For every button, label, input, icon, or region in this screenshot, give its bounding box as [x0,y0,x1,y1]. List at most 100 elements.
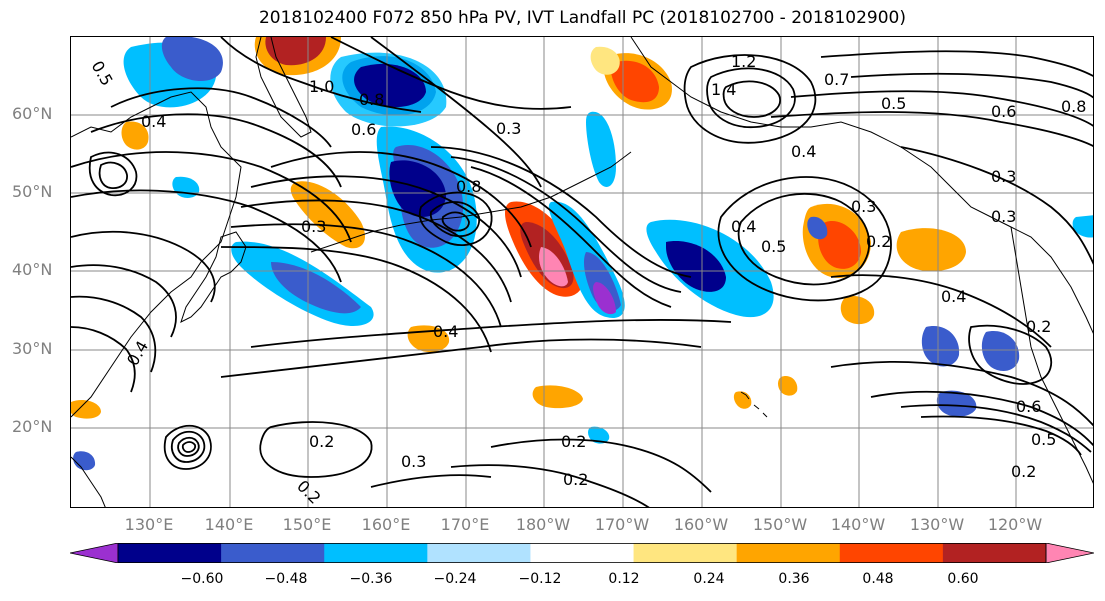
contour-label: 0.5 [1031,430,1056,449]
contour-alaska-high-2 [706,67,796,128]
contour-label: 0.3 [301,217,326,236]
contour-label: 0.3 [496,119,521,138]
lat-label-50n: 50°N [12,182,53,201]
contour-nw-loop-2 [98,161,128,189]
contour-trough-3 [430,146,692,278]
colorbar [70,543,1094,563]
contour-jet-2 [250,175,522,278]
contour-west-3 [71,295,157,373]
blue-region-east-small-1 [807,216,828,240]
colorbar-segment [118,543,222,563]
contour-label: 0.5 [761,237,786,256]
pv-contours [71,37,1093,507]
contour-low-south-3 [490,438,712,493]
contour-sub-east-3 [900,404,1092,453]
contour-west-2 [71,264,177,338]
contour-cyclone-3 [177,436,200,457]
lat-label-40n: 40°N [12,260,53,279]
colorbar-tick-label: −0.48 [264,571,308,587]
contour-north-3 [370,37,542,188]
contour-label: 0.4 [941,287,966,306]
contour-label: 0.4 [433,322,458,341]
contour-low-south-1 [259,421,373,478]
orange-region-nw-corner [590,46,620,75]
contour-label: 0.5 [881,94,906,113]
colorbar-tick-label: −0.24 [433,571,477,587]
lon-label-130e: 130°E [124,515,174,534]
contour-north-2 [330,37,572,110]
colorbar-tick-label: 0.24 [693,571,725,587]
contour-label: 0.2 [1026,317,1051,336]
blue-region-east-lower [921,326,960,367]
contour-trough-1 [470,166,672,308]
contour-jet-5 [220,246,492,353]
contour-label: 0.2 [309,432,334,451]
colorbar-tick-label: 0.60 [947,571,979,587]
blue-region-south [588,426,610,444]
contour-label: 0.6 [1016,397,1041,416]
contour-low-south-4 [450,464,650,507]
lon-label-130w: 130°W [909,515,965,534]
colorbar-tick-label: 0.12 [608,571,640,587]
contour-label: 0.3 [991,167,1016,186]
contour-label: 1.0 [309,77,334,96]
contour-label: 0.2 [866,232,891,251]
lon-label-120w: 120°W [987,515,1043,534]
contour-far-east-low [968,324,1053,385]
contour-west-4 [71,326,136,393]
contour-subtropic-2 [220,338,702,378]
orange-region-east-south [778,376,798,396]
orange-region-east-low [733,391,752,409]
blue-region-far-east-edge [1072,215,1093,238]
contour-sub-east-4 [920,415,1082,456]
contour-gulf-1 [717,176,892,302]
contour-high-nw-4 [71,189,342,283]
colorbar-tick-label: −0.60 [180,571,224,587]
contour-cyclone-1 [163,424,212,470]
contour-nw-loop [88,151,138,197]
lon-label-140w: 140°W [830,515,886,534]
lon-label-170e: 170°E [440,515,490,534]
contour-cyclone-2 [171,430,206,463]
lat-label-30n: 30°N [12,339,53,358]
colorbar-segment [633,543,738,563]
orange-region-south [532,385,583,409]
contour-sub-east-1 [830,360,1093,427]
japan-coast [180,231,247,323]
orange-region-sw-edge [71,400,101,419]
contour-label: 0.2 [563,470,588,489]
colorbar-segment [530,543,635,563]
blue-region-sw-edge [73,451,96,471]
contour-label: 0.4 [731,217,756,236]
lon-label-160w: 160°W [673,515,729,534]
colorbar-segment [839,543,944,563]
darkred-region-east [818,221,861,269]
contour-labels: 0.5 0.4 1.0 0.8 0.6 0.3 1.2 1.4 0.7 0.5 … [88,52,1087,507]
contour-label: 0.6 [991,102,1016,121]
pink-region-center [538,247,568,287]
contour-label: 0.3 [851,197,876,216]
philippines-coast [71,456,106,507]
contour-alaska-high-3 [722,80,781,118]
contour-high-nw-1 [110,87,332,148]
contour-east-1 [790,90,1093,127]
blue-region-east-lower-2 [981,331,1020,371]
colorbar-tick-label: 0.48 [862,571,894,587]
contour-label: 0.7 [824,70,849,89]
contour-label: 0.4 [791,142,816,161]
purple-region-nw [161,37,223,82]
contour-cyclone-4 [181,441,197,453]
colorbar-extend-min [70,543,119,563]
shaded-anomalies [71,37,1093,471]
contour-east-2 [770,111,1093,147]
lon-label-150e: 150°E [282,515,332,534]
contour-jet-1 [270,151,532,248]
contour-east-5 [900,146,1093,265]
contour-label: 0.8 [359,90,384,109]
colorbar-segment [324,543,428,563]
contour-east-4 [850,72,1093,99]
contour-sub-east-2 [870,390,1093,447]
contour-alaska-high-1 [683,54,817,144]
contour-low-center-3 [441,211,470,232]
colorbar-extend-max [1045,543,1094,563]
